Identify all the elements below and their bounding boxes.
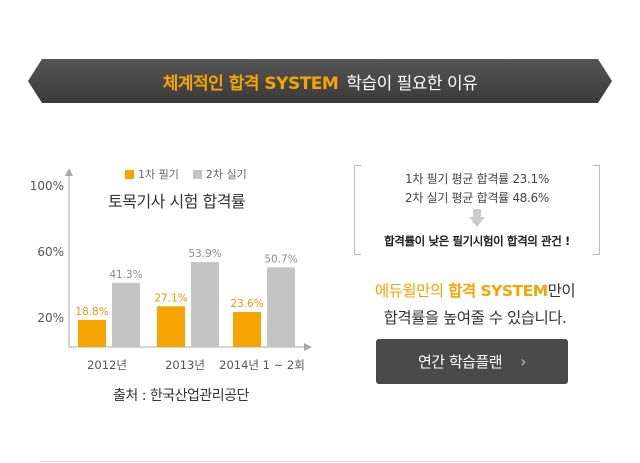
legend-label-practical: 2차 실기 [205,168,247,181]
annual-plan-label: 연간 학습플랜 [418,353,503,371]
promo-tail: 만이 [547,282,576,300]
chevron-right-icon: › [520,352,526,371]
bar-written [78,319,106,347]
data-label: 53.9% [188,248,221,260]
legend-label-written: 1차 필기 [138,168,179,181]
bar-practical [267,267,295,347]
promo-system: 합격 SYSTEM [448,282,548,300]
bar-practical [112,282,140,347]
avg-written-rate: 1차 필기 평균 합격률 23.1% [405,172,549,186]
promo-line-2: 합격률을 높여줄 수 있습니다. [383,309,567,327]
info-box: 1차 필기 평균 합격률 23.1% 2차 실기 평균 합격률 48.6% 합격… [354,165,600,255]
x-tick-label: 2013년 [165,358,205,372]
y-axis-arrow-icon [65,168,73,176]
bottom-divider [40,461,600,462]
pass-rate-chart: 18.8% 41.3% 27.1% 53.9% 23.6% 50.7% 1차 필기 2차 … [0,150,340,430]
bracket-left [354,165,361,255]
data-label: 27.1% [154,292,187,304]
legend-item-practical: 2차 실기 [192,166,247,182]
annual-plan-button[interactable]: 연간 학습플랜 › [376,339,568,384]
bar-written [233,312,261,347]
promo-brand: 에듀윌만의 [374,282,444,300]
x-tick-label: 2014년 1 ~ 2회 [219,358,305,372]
data-label: 41.3% [109,269,142,281]
bracket-right [593,165,600,255]
chart-canvas: 18.8% 41.3% 27.1% 53.9% 23.6% 50.7% [65,168,312,351]
chart-source: 출처 : 한국산업관리공단 [113,388,249,404]
bar-written [157,306,185,347]
y-tick-label: 20% [37,311,64,325]
legend-swatch-written [125,169,134,179]
data-label: 50.7% [264,253,297,265]
banner-highlight: 체계적인 합격 SYSTEM [162,73,339,94]
key-message: 합격률이 낮은 필기시험이 합격의 관건 ! [384,234,570,248]
down-arrow-icon [469,209,485,227]
section-banner: 체계적인 합격 SYSTEM 학습이 필요한 이유 [28,59,612,103]
promo-line-1: 에듀윌만의 합격 SYSTEM만이 [340,279,610,301]
banner-text: 학습이 필요한 이유 [346,73,478,94]
chart-legend: 1차 필기 2차 실기 [125,166,247,182]
legend-item-written: 1차 필기 [125,166,179,182]
bar-practical [191,262,219,347]
legend-swatch-practical [192,169,202,179]
y-tick-label: 100% [29,179,64,193]
avg-practical-rate: 2차 실기 평균 합격률 48.6% [405,191,549,205]
chart-title: 토목기사 시험 합격률 [108,192,246,211]
x-axis-arrow-icon [304,343,312,351]
data-label: 23.6% [230,298,263,310]
y-tick-label: 60% [37,245,64,259]
data-label: 18.8% [75,306,108,318]
x-tick-label: 2012년 [87,358,127,372]
